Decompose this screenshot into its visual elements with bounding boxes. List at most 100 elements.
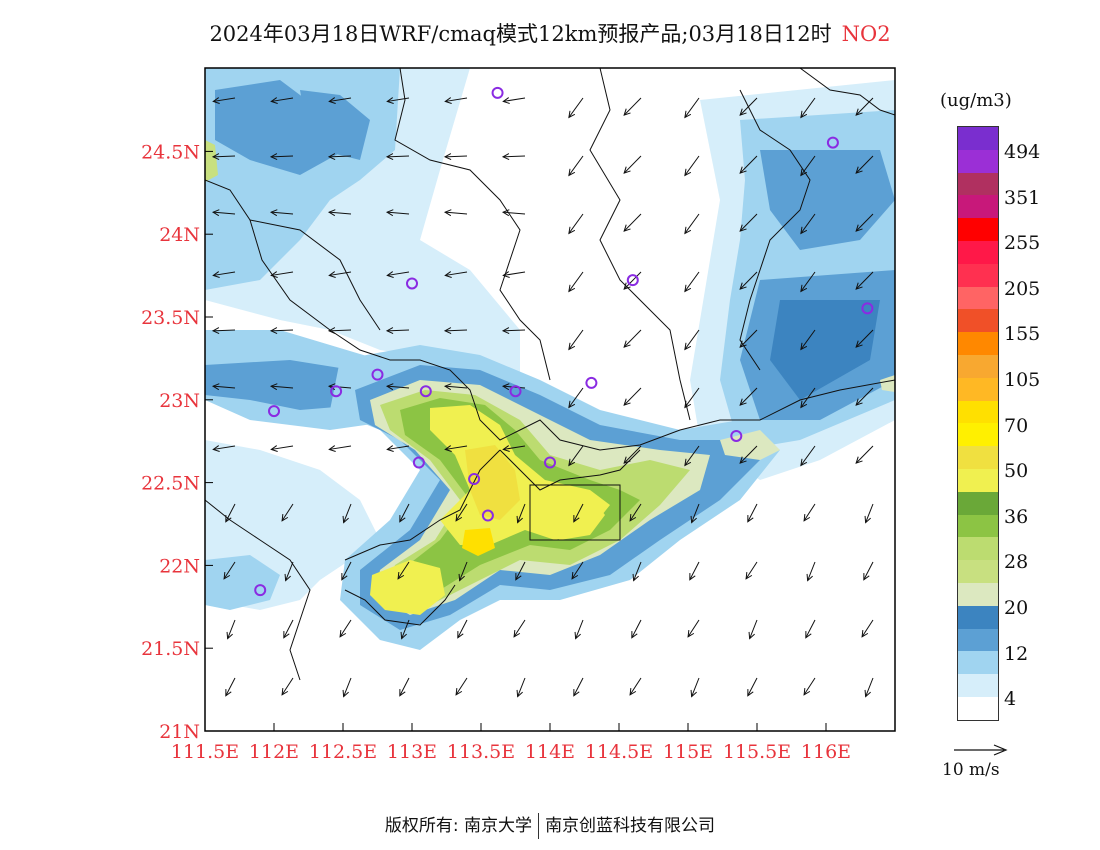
- y-tick-label: 22N: [159, 555, 200, 577]
- wind-arrow: [745, 561, 758, 580]
- legend-swatch: [958, 674, 998, 697]
- y-tick-label: 21.5N: [141, 638, 200, 660]
- legend-swatch: [958, 127, 998, 150]
- wind-arrow: [385, 327, 410, 335]
- wind-arrow: [457, 619, 468, 639]
- wind-arrow: [458, 561, 468, 582]
- legend-swatch: [958, 400, 998, 424]
- legend-swatch: [958, 514, 998, 538]
- wind-arrow: [800, 445, 816, 467]
- wind-arrow: [443, 327, 468, 335]
- wind-arrow: [800, 97, 816, 119]
- wind-arrow: [444, 445, 468, 452]
- legend-swatch: [958, 195, 998, 219]
- legend-label: 494: [1004, 141, 1041, 163]
- wind-arrow: [632, 561, 642, 582]
- wind-arrow: [803, 677, 816, 696]
- wind-arrow: [400, 619, 410, 640]
- legend-label: 205: [1004, 277, 1041, 300]
- wind-arrow: [501, 327, 526, 335]
- monitoring-site-marker: [509, 385, 522, 398]
- wind-arrow: [223, 561, 236, 580]
- wind-arrow: [568, 271, 584, 293]
- y-tick-label: 24N: [159, 224, 200, 246]
- wind-arrow: [800, 387, 816, 409]
- wind-arrow: [342, 503, 352, 524]
- wind-arrow: [690, 677, 700, 698]
- wind-arrow: [623, 213, 642, 232]
- color-legend: [957, 126, 999, 721]
- wind-reference-label: 10 m/s: [942, 760, 1000, 780]
- wind-arrow: [225, 503, 236, 523]
- wind-arrow: [444, 271, 468, 278]
- wind-arrow: [328, 97, 352, 104]
- wind-arrow: [397, 561, 410, 580]
- wind-arrow: [684, 329, 700, 351]
- wind-arrow: [855, 387, 874, 406]
- wind-arrow: [281, 677, 294, 696]
- wind-arrow: [629, 677, 642, 696]
- wind-arrow: [861, 619, 874, 638]
- x-tick-label: 115.5E: [723, 741, 791, 763]
- wind-arrow: [573, 503, 584, 523]
- legend-swatch: [958, 309, 998, 333]
- wind-arrow: [623, 155, 642, 174]
- wind-arrow: [212, 271, 236, 278]
- x-tick-label: 112.5E: [309, 741, 377, 763]
- legend-label: 155: [1004, 323, 1041, 346]
- y-tick-label: 24.5N: [141, 141, 200, 163]
- wind-arrow: [684, 387, 700, 409]
- wind-arrow: [443, 383, 468, 391]
- wind-arrow: [568, 329, 584, 351]
- monitoring-site-marker: [268, 405, 280, 418]
- wind-arrow: [443, 209, 468, 217]
- legend-label: 20: [1004, 597, 1029, 619]
- monitoring-site-marker: [412, 456, 425, 469]
- wind-arrow: [516, 677, 526, 698]
- legend-swatch: [958, 377, 998, 401]
- legend-swatch: [958, 263, 998, 287]
- wind-arrow: [855, 213, 874, 232]
- y-tick-label: 23N: [159, 390, 200, 412]
- legend-swatch: [958, 332, 998, 355]
- legend-label: 105: [1004, 369, 1041, 391]
- x-tick-label: 116E: [801, 741, 851, 763]
- legend-swatch: [958, 240, 998, 264]
- wind-arrow: [855, 97, 874, 116]
- wind-arrow: [684, 155, 700, 177]
- monitoring-site-marker: [861, 302, 874, 315]
- wind-arrow: [455, 677, 468, 696]
- wind-arrow: [623, 445, 642, 464]
- wind-arrow: [568, 387, 584, 409]
- wind-arrow: [385, 209, 410, 217]
- wind-arrow: [805, 619, 816, 639]
- wind-arrow: [211, 383, 236, 391]
- wind-arrow: [443, 153, 468, 161]
- wind-arrow: [270, 445, 294, 452]
- wind-arrow: [386, 97, 410, 104]
- wind-arrow: [270, 271, 294, 278]
- legend-swatch: [958, 446, 998, 469]
- wind-arrow: [339, 619, 352, 638]
- legend-swatch: [958, 491, 998, 515]
- wind-arrow: [687, 619, 700, 638]
- wind-arrow: [864, 677, 874, 698]
- legend-label: 36: [1004, 505, 1029, 528]
- legend-swatch: [958, 172, 998, 196]
- wind-arrow: [739, 271, 758, 290]
- y-tick-label: 23.5N: [141, 307, 200, 329]
- wind-arrow: [269, 153, 294, 161]
- wind-arrow: [571, 561, 584, 580]
- boundary-lines: [205, 68, 895, 681]
- monitoring-site-marker: [730, 429, 743, 442]
- wind-arrow: [385, 383, 410, 391]
- wind-arrow: [573, 677, 584, 697]
- legend-swatch: [958, 468, 998, 492]
- wind-arrow: [863, 561, 874, 581]
- legend-swatch: [958, 149, 998, 173]
- wind-arrow: [684, 445, 700, 467]
- wind-arrow: [386, 271, 410, 278]
- wind-arrow: [803, 503, 816, 522]
- wind-arrow: [855, 329, 874, 348]
- legend-swatch: [958, 582, 998, 606]
